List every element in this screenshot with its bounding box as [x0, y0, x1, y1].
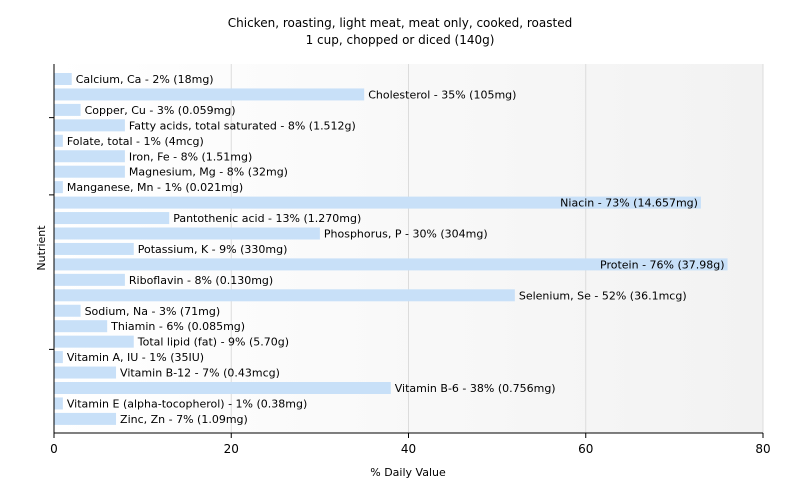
bar-label: Vitamin E (alpha-tocopherol) - 1% (0.38m… — [67, 397, 307, 410]
x-tick-label: 0 — [50, 442, 58, 456]
bar-label: Copper, Cu - 3% (0.059mg) — [85, 104, 236, 117]
bar-label: Vitamin A, IU - 1% (35IU) — [67, 351, 204, 364]
bar — [54, 258, 728, 271]
bar-label: Pantothenic acid - 13% (1.270mg) — [173, 212, 361, 225]
chart-title: Chicken, roasting, light meat, meat only… — [228, 16, 572, 30]
bar — [54, 242, 134, 255]
bar-label: Fatty acids, total saturated - 8% (1.512… — [129, 119, 356, 132]
bar-labels-group: Calcium, Ca - 2% (18mg) Cholesterol - 35%… — [67, 73, 725, 426]
bar — [54, 150, 125, 163]
x-axis-label: % Daily Value — [370, 466, 446, 479]
bar-label: Cholesterol - 35% (105mg) — [368, 88, 516, 101]
bar — [54, 397, 63, 410]
bar — [54, 119, 125, 132]
bar-label: Potassium, K - 9% (330mg) — [138, 243, 288, 256]
bar-label: Vitamin B-6 - 38% (0.756mg) — [395, 382, 556, 395]
bar — [54, 181, 63, 194]
bars-group — [54, 73, 728, 425]
y-axis-label: Nutrient — [35, 225, 48, 271]
x-axis-ticks: 0 20 40 60 80 — [50, 433, 771, 456]
bar — [54, 412, 117, 425]
grid-lines — [230, 64, 764, 433]
bar-label: Vitamin B-12 - 7% (0.43mcg) — [120, 367, 280, 380]
bar — [54, 212, 170, 225]
bar — [54, 351, 63, 364]
bar — [54, 103, 81, 116]
bar — [54, 134, 63, 147]
bar-label: Folate, total - 1% (4mcg) — [67, 135, 204, 148]
x-tick-label: 40 — [401, 442, 416, 456]
x-tick-label: 20 — [224, 442, 239, 456]
bar-label: Protein - 76% (37.98g) — [600, 258, 725, 271]
y-axis-ticks — [49, 117, 54, 350]
bar-label: Manganese, Mn - 1% (0.021mg) — [67, 181, 243, 194]
chart-subtitle: 1 cup, chopped or diced (140g) — [306, 33, 495, 47]
bar-label: Niacin - 73% (14.657mg) — [560, 197, 698, 210]
bar-label: Sodium, Na - 3% (71mg) — [85, 305, 221, 318]
bar — [54, 227, 320, 240]
x-tick-label: 80 — [755, 442, 770, 456]
bar — [54, 335, 134, 348]
bar-label: Phosphorus, P - 30% (304mg) — [324, 228, 488, 241]
bar — [54, 88, 365, 101]
bar-label: Total lipid (fat) - 9% (5.70g) — [137, 336, 289, 349]
bar-label: Selenium, Se - 52% (36.1mcg) — [519, 289, 687, 302]
bar-label: Thiamin - 6% (0.085mg) — [110, 320, 245, 333]
bar — [54, 320, 108, 333]
bar — [54, 73, 72, 85]
bar — [54, 366, 117, 379]
bar — [54, 289, 515, 302]
bar-label: Iron, Fe - 8% (1.51mg) — [129, 150, 252, 163]
bar — [54, 273, 125, 286]
bar — [54, 196, 701, 209]
bar-label: Riboflavin - 8% (0.130mg) — [129, 274, 273, 287]
bar-label: Magnesium, Mg - 8% (32mg) — [129, 166, 288, 179]
bar — [54, 382, 391, 394]
bar — [54, 165, 125, 178]
x-tick-label: 60 — [578, 442, 593, 456]
bar — [54, 304, 81, 317]
bar-label: Calcium, Ca - 2% (18mg) — [76, 73, 214, 86]
bar-label: Zinc, Zn - 7% (1.09mg) — [120, 413, 248, 426]
